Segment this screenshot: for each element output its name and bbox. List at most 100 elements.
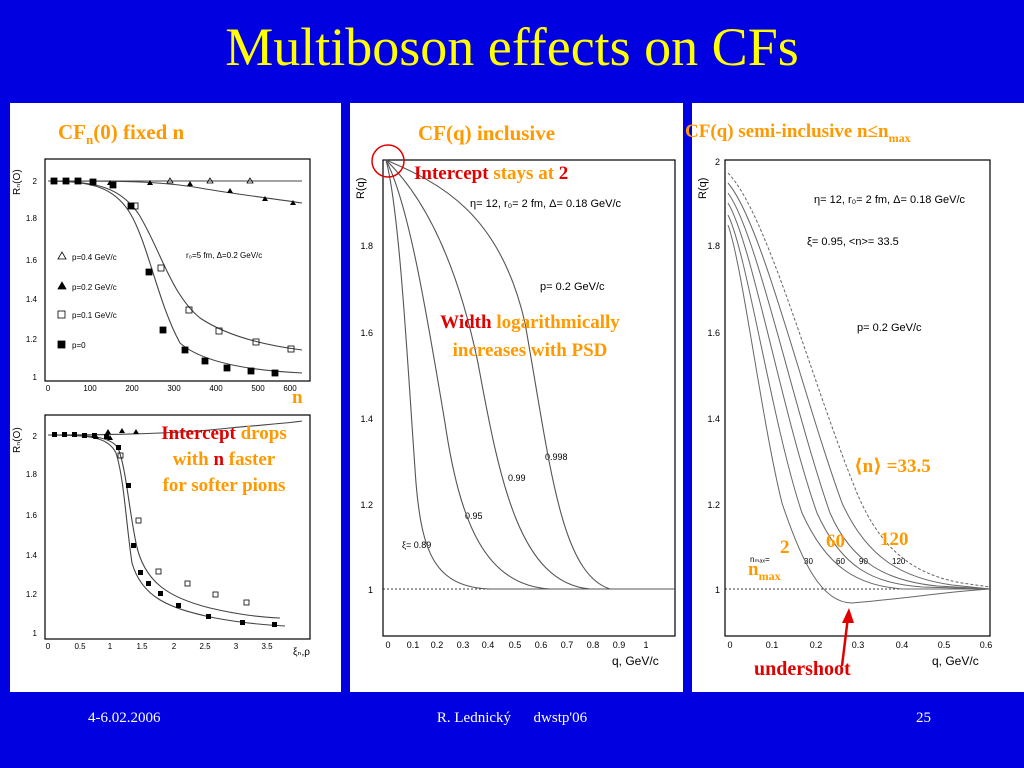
tick-x: 1.5 xyxy=(136,642,148,651)
tick-x: 0 xyxy=(46,642,51,651)
tick-x: 300 xyxy=(167,384,181,393)
middle-plot: 1.8 1.6 1.4 1.2 1 0 0.1 0.2 0.3 0.4 0.5 … xyxy=(355,144,676,668)
tick-y: 1.4 xyxy=(360,414,373,424)
curve-square-open xyxy=(47,434,281,619)
curve-label: 0.95 xyxy=(465,511,483,521)
tick-x: 1 xyxy=(108,642,113,651)
legend-square-open xyxy=(57,310,66,319)
legend-entry: p=0.2 GeV/c xyxy=(72,283,117,292)
curve-xi-099 xyxy=(385,159,675,590)
tick-x: 0.5 xyxy=(74,642,86,651)
tick-y: 1.6 xyxy=(26,511,38,520)
tick-y: 1.4 xyxy=(26,295,38,304)
tick-y: 1.8 xyxy=(26,470,38,479)
footer-author: R. Lednický dwstp'06 xyxy=(436,710,588,726)
undershoot-arrowhead xyxy=(842,608,854,623)
nmax-2-label: 2 xyxy=(780,537,790,558)
tick-x: 0.5 xyxy=(509,640,522,650)
tick-y: 2 xyxy=(715,157,720,167)
small-label: 90 xyxy=(859,557,868,566)
curve-square-filled xyxy=(47,434,286,627)
width-text: Width logarithmically increases with PSD xyxy=(440,312,620,361)
tick-y: 1.6 xyxy=(707,328,720,338)
undershoot-arrow xyxy=(840,616,850,667)
middle-heading: CF(q) inclusive xyxy=(418,121,556,145)
x-axis-label: q, GeV/c xyxy=(932,654,979,668)
mean-n-label: ⟨n⟩ =33.5 xyxy=(854,456,931,477)
tick-y: 1.6 xyxy=(360,328,373,338)
nmax-small-label: nₘₐₓ= xyxy=(750,555,770,564)
curve-p01 xyxy=(47,180,303,351)
tick-y: 2 xyxy=(33,177,38,186)
nmax-120-label: 120 xyxy=(880,529,909,550)
tick-x: 0.7 xyxy=(561,640,574,650)
tick-x: 0.8 xyxy=(587,640,600,650)
tick-y: 1.8 xyxy=(26,214,38,223)
curve-p0 xyxy=(47,180,303,374)
tick-x: 0.2 xyxy=(431,640,444,650)
tick-x: 400 xyxy=(209,384,223,393)
tick-x: 200 xyxy=(125,384,139,393)
right-plot: 2 1.8 1.6 1.4 1.2 1 0 0.1 0.2 0.3 0.4 0.… xyxy=(697,157,992,668)
right-heading: CF(q) semi-inclusive n≤nmax xyxy=(685,121,911,145)
p-text: p= 0.2 GeV/c xyxy=(857,322,922,334)
tick-y: 1.2 xyxy=(26,590,38,599)
tick-x: 0.6 xyxy=(535,640,548,650)
curve-xi-095 xyxy=(385,159,675,590)
y-axis-label: R(q) xyxy=(355,178,367,199)
n-label: n xyxy=(292,387,303,408)
legend-entry: p=0.1 GeV/c xyxy=(72,311,117,320)
tick-x: 0.4 xyxy=(896,640,909,650)
legend-triangle-open xyxy=(57,251,67,260)
tick-x: 2 xyxy=(172,642,177,651)
tick-x: 100 xyxy=(83,384,97,393)
tick-x: 2.5 xyxy=(199,642,211,651)
tick-y: 1.2 xyxy=(707,500,720,510)
curve-label: 0.998 xyxy=(545,452,568,462)
x-axis-label: q, GeV/c xyxy=(612,654,659,668)
tick-x: 0.9 xyxy=(613,640,626,650)
tick-x: 1 xyxy=(643,640,648,650)
tick-y: 1.8 xyxy=(707,241,720,251)
curve-nmax-120 xyxy=(727,182,991,590)
intercept-circle xyxy=(371,144,405,178)
tick-y: 1.4 xyxy=(26,551,38,560)
tick-x: 0 xyxy=(46,384,51,393)
small-label: 120 xyxy=(892,557,906,566)
tick-x: 600 xyxy=(283,384,297,393)
tick-x: 0.2 xyxy=(810,640,823,650)
tick-y: 1.6 xyxy=(26,256,38,265)
tick-y: 1.2 xyxy=(26,335,38,344)
curve-nmax-90 xyxy=(727,192,991,590)
undershoot-label: undershoot xyxy=(754,658,851,680)
curve-label: ξ= 0.89 xyxy=(402,540,431,550)
tick-x: 0 xyxy=(385,640,390,650)
curve-inclusive xyxy=(727,172,991,588)
tick-y: 2 xyxy=(33,432,38,441)
intercept-annotation: Intercept drops with n faster for softer… xyxy=(161,423,287,496)
tick-x: 0.5 xyxy=(938,640,951,650)
curve-xi-0998 xyxy=(385,159,675,590)
curve-nmax-2 xyxy=(727,224,991,604)
small-label: 60 xyxy=(836,557,845,566)
slide-title: Multiboson effects on CFs xyxy=(225,17,799,77)
left-panel: 2 1.8 1.6 1.4 1.2 1 0 100 200 300 400 50… xyxy=(10,103,341,692)
param-text: r₀=5 fm, Δ=0.2 GeV/c xyxy=(186,251,262,260)
tick-x: 0.3 xyxy=(457,640,470,650)
tick-y: 1 xyxy=(33,373,38,382)
nmax-label: nmax xyxy=(748,559,781,583)
left-plots: 2 1.8 1.6 1.4 1.2 1 0 100 200 300 400 50… xyxy=(12,158,311,658)
tick-x: 0 xyxy=(727,640,732,650)
curve-nmax-30 xyxy=(727,214,990,590)
small-label: 30 xyxy=(804,557,813,566)
xi-text: ξ= 0.95, <n>= 33.5 xyxy=(807,236,899,248)
tick-x: 500 xyxy=(251,384,265,393)
footer-page-number: 25 xyxy=(916,710,931,726)
tick-x: 0.4 xyxy=(482,640,495,650)
intercept-text: Intercept stays at 2 xyxy=(414,163,569,184)
curve-xi-089 xyxy=(385,159,675,590)
curve-label: 0.99 xyxy=(508,473,526,483)
params-text: η= 12, r₀= 2 fm, Δ= 0.18 GeV/c xyxy=(470,198,622,210)
params-text: η= 12, r₀= 2 fm, Δ= 0.18 GeV/c xyxy=(814,194,966,206)
tick-y: 1.2 xyxy=(360,500,373,510)
